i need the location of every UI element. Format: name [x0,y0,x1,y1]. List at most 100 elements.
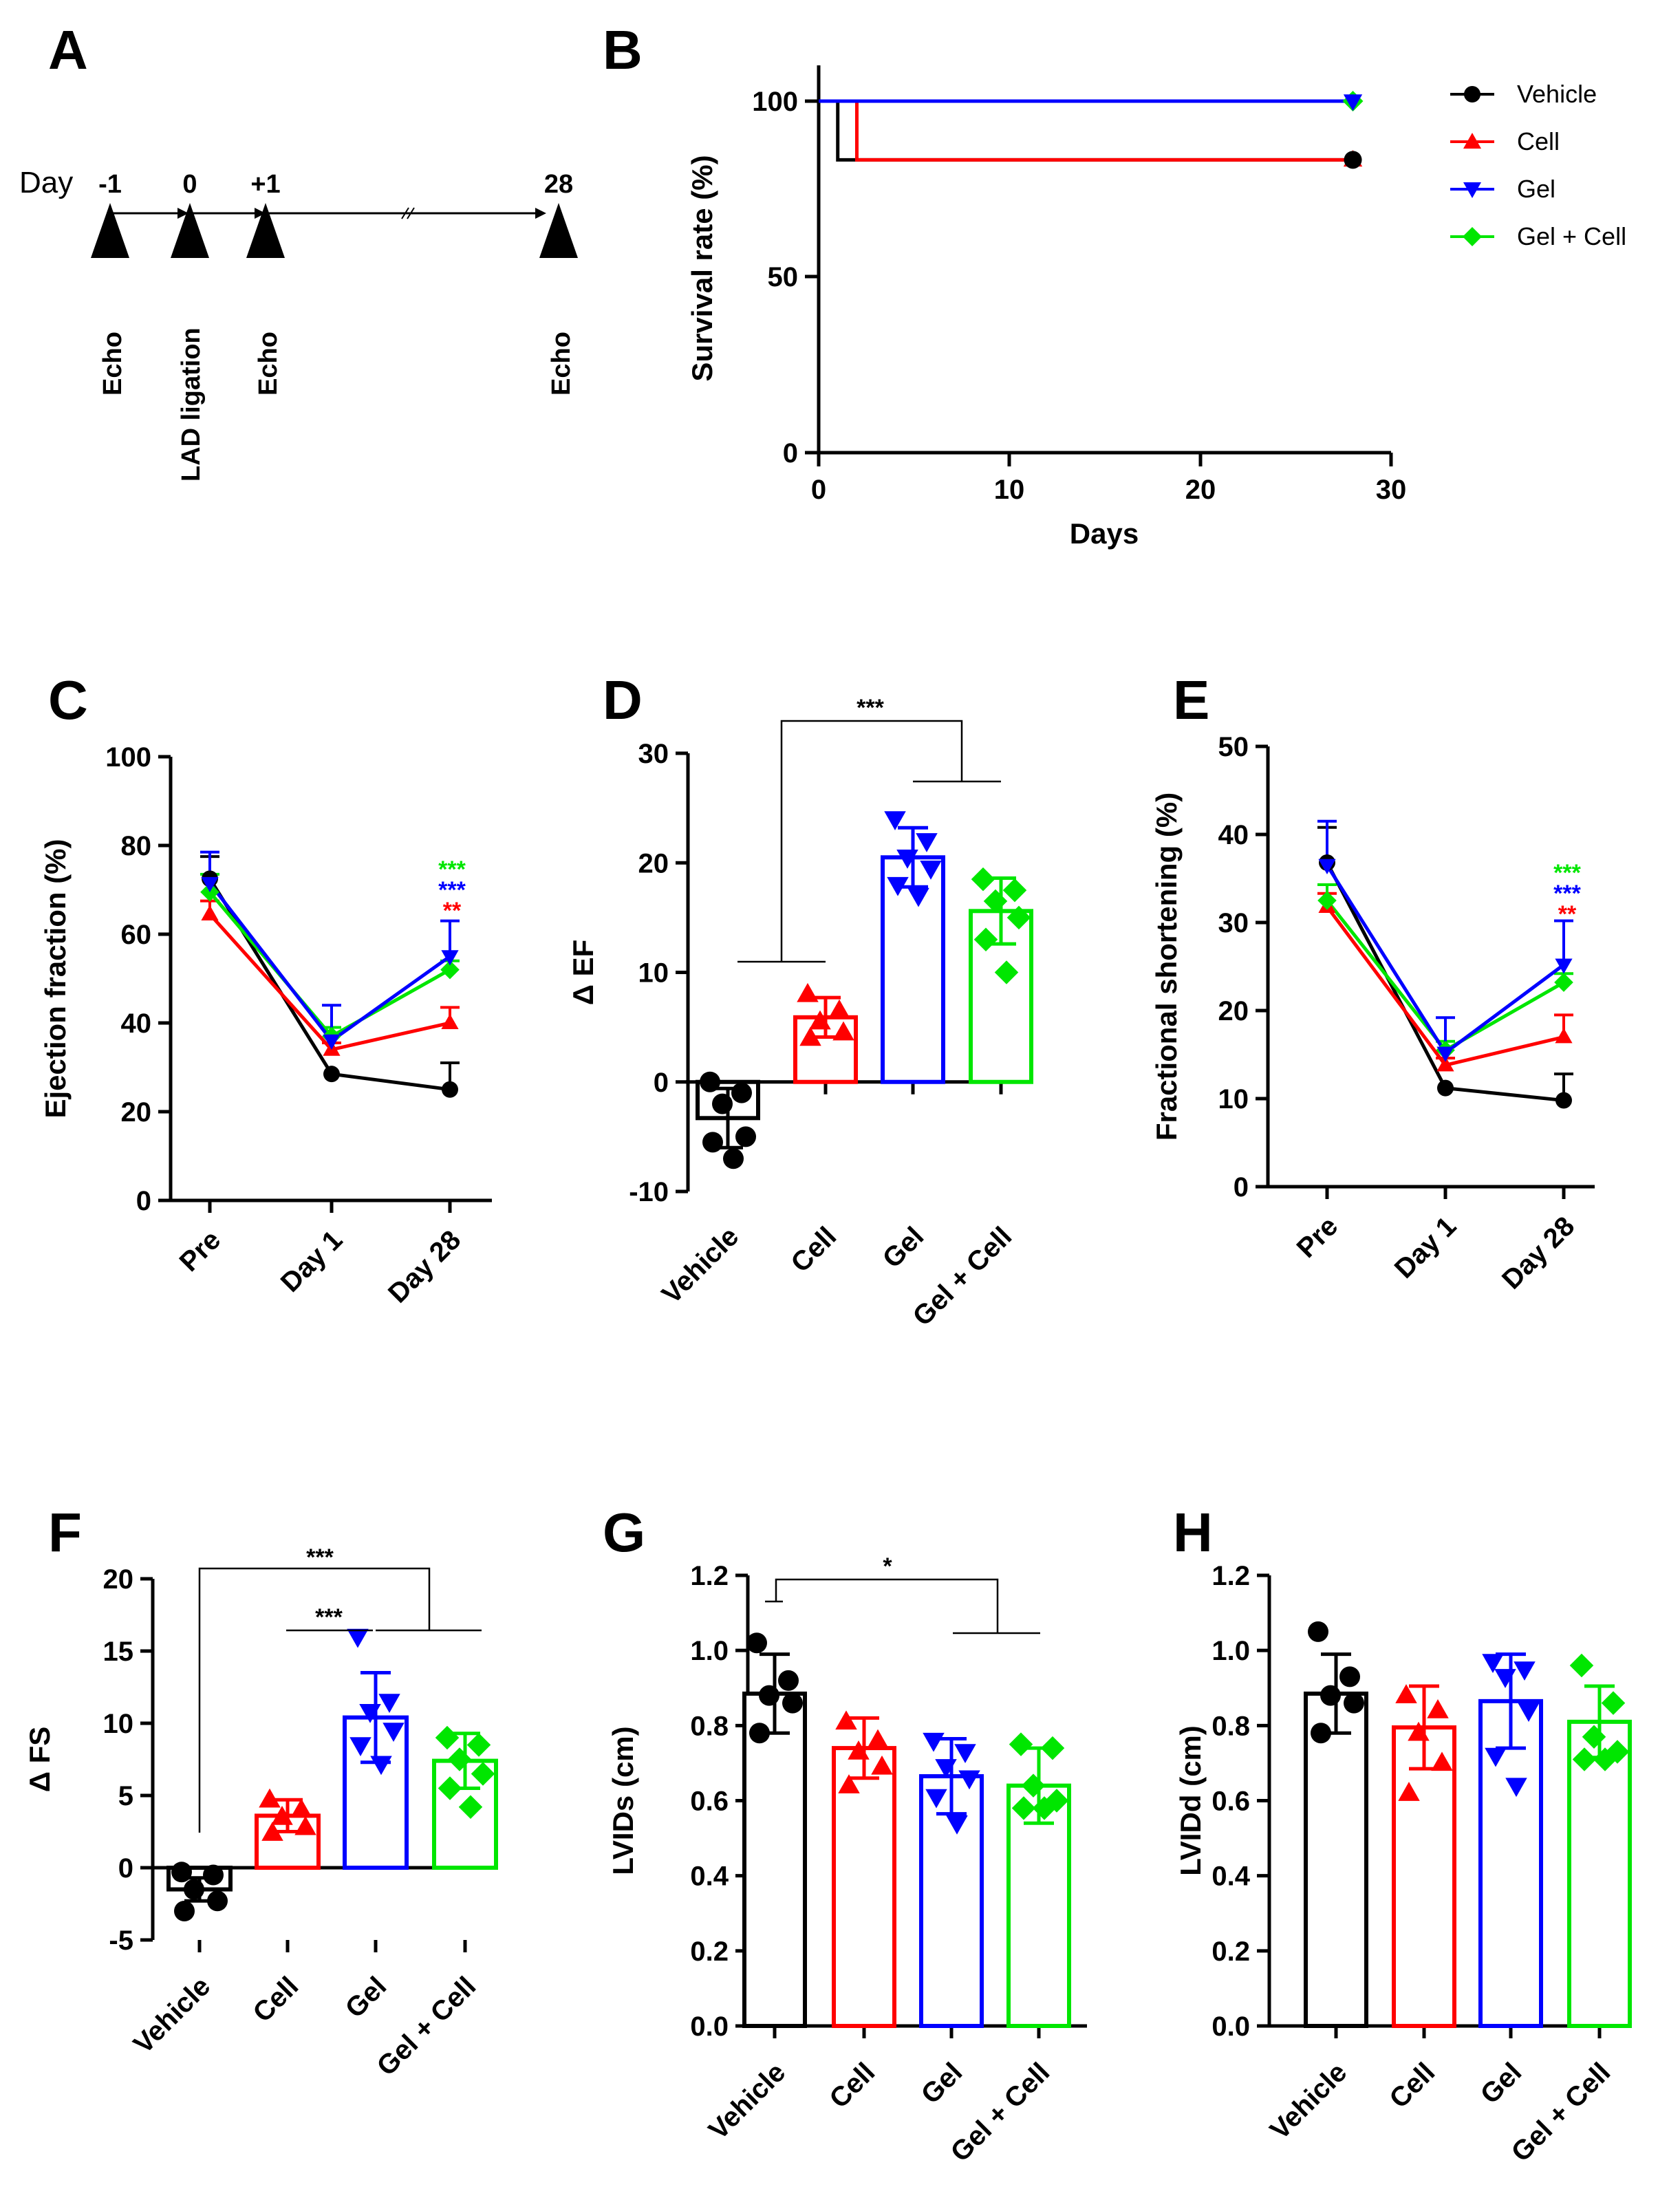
timeline-marker-4 [539,203,578,258]
legend-marker-vehicle [1464,86,1480,103]
panel-d-data-point [973,927,998,951]
panel-h-data-point [1494,1669,1516,1688]
panel-g-data-point [746,1632,767,1654]
timeline-arrow-3 [535,208,546,219]
survival-end-marker-vehicle [1344,151,1362,169]
panel-a-timeline: Day -1 0 +1 28 Echo LAD ligation Echo Ec… [19,166,578,482]
panel-f-y-label: Δ FS [23,1727,56,1793]
survival-line-cell [819,99,1353,162]
panel-e-category-label: Day 1 [1389,1211,1463,1284]
panel-e-significance-stars: *** [1553,860,1581,886]
panel-d-data-point [702,1132,723,1153]
panel-f-y-tick-label: 20 [103,1564,134,1595]
timeline-day-label-3: +1 [250,170,280,199]
panel-g-bar-vehicle [742,1691,807,2028]
panel-d-bar-gel [881,855,945,1084]
panel-d-data-point [907,887,929,907]
panel-h-bar-vehicle [1304,1691,1368,2028]
panel-c-ejection-fraction-chart: 0 20 40 60 80 100 Ejection fraction (%) Pre Day … [39,742,492,1309]
panel-h-data-point [1408,1721,1430,1741]
timeline-break-mark [407,207,415,219]
panel-c-y-tick-label: 20 [121,1097,152,1128]
panel-letter-b: B [603,19,643,80]
panel-d-category-label: Vehicle [656,1221,745,1310]
panel-h-data-point [1518,1703,1540,1722]
panel-f-data-point [378,1694,400,1713]
legend-label-gel: Gel [1517,175,1555,203]
panel-d-data-point [828,999,850,1019]
panel-e-y-tick-label: 40 [1218,820,1249,850]
panel-e-fractional-shortening-chart: 0 10 20 30 40 50 Fractional shortening (%) Pre D… [1150,732,1595,1295]
panel-g-data-point [946,1815,968,1835]
panel-h-lvidd-chart: 0.0 0.2 0.4 0.6 0.8 1.0 1.2 LVIDd (cm) Vehicle Ce… [1174,1561,1632,2168]
panel-e-category-label: Pre [1291,1211,1344,1264]
panel-f-data-point [447,1747,472,1771]
panel-h-y-tick-label: 0.2 [1211,1937,1250,1967]
panel-d-category-label: Cell [785,1221,842,1278]
panel-d-data-point [731,1082,752,1103]
panel-g-data-point [848,1740,870,1760]
panel-d-data-point [896,850,918,869]
panel-g-significance-bracket [765,1578,1040,1635]
survival-end-marker-gel [1343,94,1363,111]
panel-c-y-tick-label: 60 [121,920,152,950]
panel-d-data-point [712,1093,733,1114]
panel-e-y-tick-label: 0 [1234,1172,1249,1202]
panel-e-data-point [1436,1056,1454,1072]
panel-d-data-point [700,1071,720,1092]
panel-g-category-label: Gel [916,2057,969,2110]
panel-f-data-point [471,1762,495,1786]
timeline-event-3: Echo [254,332,283,396]
panel-d-category-label: Gel [877,1221,930,1274]
panel-d-data-point [797,982,819,1002]
panel-g-data-point [867,1729,889,1749]
timeline-day-prefix: Day [19,166,73,199]
panel-d-data-point [1002,878,1027,903]
panel-d-data-point [971,867,995,892]
panel-f-data-point [435,1725,460,1750]
panel-c-y-tick-label: 0 [136,1186,151,1216]
panel-f-data-point [438,1776,462,1800]
panel-b-y-label: Survival rate (%) [686,155,718,381]
timeline-marker-3 [246,203,285,258]
panel-g-y-tick-label: 0.8 [690,1711,729,1741]
panel-b-y-tick-label: 0 [783,438,798,468]
panel-c-series-line-gel [208,882,451,1044]
panel-g-y-tick-label: 0.0 [690,2012,729,2042]
legend-label-cell: Cell [1517,127,1560,155]
panel-e-y-tick-label: 20 [1218,996,1249,1026]
panel-e-data-point [1554,973,1573,992]
panel-e-data-point [1555,1092,1572,1109]
timeline-event-2: LAD ligation [177,327,206,482]
panel-e-data-point [1436,1046,1454,1062]
panel-letter-h: H [1173,1502,1213,1563]
panel-d-significance-stars: *** [857,695,884,721]
panel-letter-e: E [1173,669,1209,731]
panel-b-x-tick-label: 20 [1185,475,1216,505]
panel-b-y-tick-label: 50 [768,262,799,292]
panel-letter-g: G [603,1502,645,1563]
panel-g-significance-stars: * [883,1553,892,1579]
panel-f-data-point [271,1806,293,1825]
panel-c-data-point [201,905,219,920]
panel-f-category-label: Gel + Cell [371,1971,482,2082]
panel-b-survival-chart: Survival rate (%) Days 0 50 100 0 10 20 … [686,65,1406,550]
panel-f-y-tick-label: -5 [109,1926,133,1956]
panel-letter-c: C [48,669,88,731]
panel-d-y-tick-label: -10 [629,1177,669,1207]
panel-b-x-label: Days [1070,517,1139,550]
panel-h-data-point [1427,1699,1449,1718]
panel-e-y-tick-label: 50 [1218,732,1249,762]
panel-d-data-point [916,833,938,852]
panel-g-y-tick-label: 1.2 [690,1561,729,1591]
panel-f-y-tick-label: 10 [103,1709,134,1739]
panel-f-significance-stars: *** [306,1544,334,1571]
timeline-event-1: Echo [98,332,127,396]
panel-h-data-point [1308,1621,1328,1642]
panel-d-data-point [1006,905,1031,930]
panel-letter-a: A [48,19,88,80]
panel-h-data-point [1398,1782,1420,1801]
panel-c-data-point [323,1034,341,1050]
